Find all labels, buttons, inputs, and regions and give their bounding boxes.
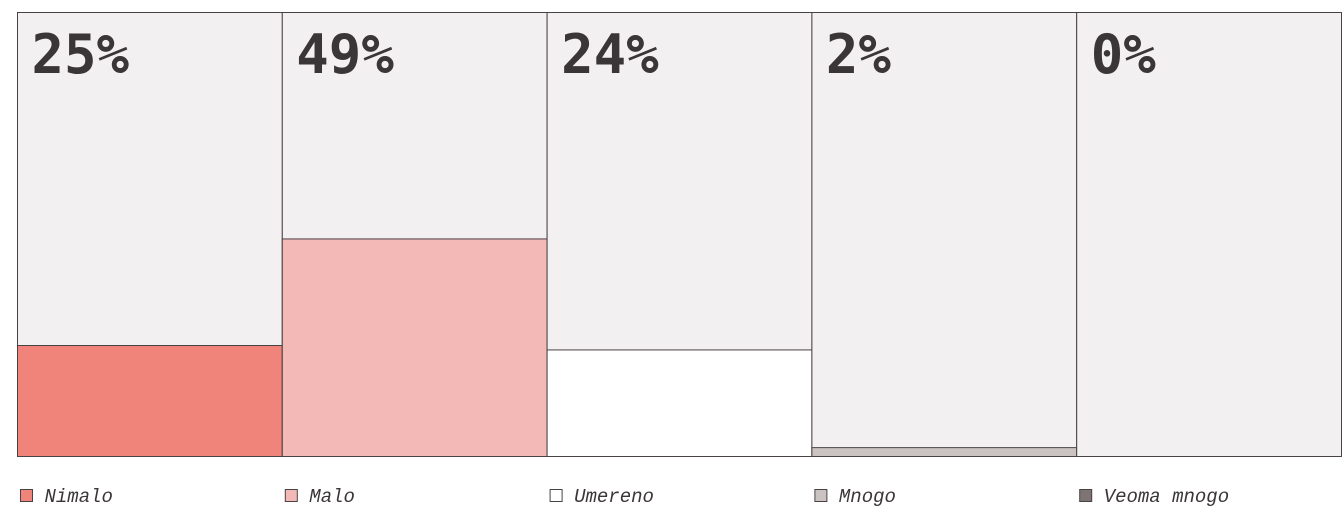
column-panel [1076, 12, 1342, 457]
legend-label: Veoma mnogo [1104, 486, 1229, 507]
value-label: 49% [296, 23, 394, 86]
bar [811, 447, 1078, 457]
value-label: 2% [826, 23, 892, 86]
legend-swatch [20, 489, 33, 502]
value-label: 0% [1091, 23, 1157, 86]
legend-label: Mnogo [839, 486, 896, 507]
legend-swatch [549, 489, 563, 502]
bar [546, 349, 813, 457]
bar [281, 238, 548, 457]
value-label: 24% [561, 23, 659, 86]
value-label: 25% [32, 23, 130, 86]
legend-label: Nimalo [45, 486, 113, 507]
legend-swatch [284, 489, 298, 502]
bar [17, 345, 283, 457]
column-panel [811, 12, 1078, 457]
legend-label: Umereno [574, 486, 654, 507]
legend-label: Malo [309, 486, 355, 507]
legend-swatch [1079, 489, 1093, 502]
legend-swatch [814, 489, 828, 502]
